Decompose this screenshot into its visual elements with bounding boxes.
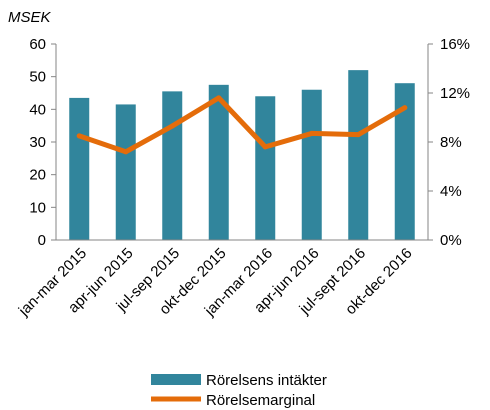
- legend-label-line: Rörelsemarginal: [206, 392, 315, 409]
- right-tick-label: 8%: [440, 134, 462, 151]
- right-tick-label: 4%: [440, 183, 462, 200]
- legend-label-bars: Rörelsens intäkter: [206, 372, 327, 389]
- margin-line: [76, 95, 408, 155]
- left-tick-label: 30: [29, 134, 46, 151]
- bar: [301, 89, 322, 240]
- line-point: [355, 132, 361, 138]
- line-series: [76, 95, 408, 155]
- left-tick-label: 50: [29, 69, 46, 86]
- bar: [115, 104, 136, 240]
- bar: [348, 70, 369, 240]
- bar-series: [69, 70, 415, 241]
- line-point: [402, 105, 408, 111]
- line-point: [309, 130, 315, 136]
- unit-label: MSEK: [8, 9, 52, 26]
- left-tick-label: 40: [29, 101, 46, 118]
- bar: [255, 96, 276, 241]
- left-axis-ticks: 0 10 20 30 40 50 60: [29, 36, 56, 249]
- bar: [208, 84, 229, 240]
- line-point: [76, 133, 82, 139]
- left-tick-label: 0: [38, 232, 46, 249]
- bar: [394, 83, 415, 240]
- line-point: [123, 149, 129, 155]
- right-tick-label: 16%: [440, 36, 470, 53]
- right-tick-label: 0%: [440, 232, 462, 249]
- right-axis-ticks: 0% 4% 8% 12% 16%: [428, 36, 470, 249]
- bar: [162, 91, 183, 240]
- legend-swatch-bars: [151, 374, 201, 385]
- left-tick-label: 60: [29, 36, 46, 53]
- axes: [55, 44, 429, 241]
- line-point: [169, 123, 175, 129]
- right-tick-label: 12%: [440, 85, 470, 102]
- legend: Rörelsens intäkter Rörelsemarginal: [151, 372, 327, 409]
- line-point: [262, 144, 268, 150]
- left-tick-label: 20: [29, 167, 46, 184]
- left-tick-label: 10: [29, 199, 46, 216]
- bar: [69, 97, 90, 241]
- line-point: [216, 95, 222, 101]
